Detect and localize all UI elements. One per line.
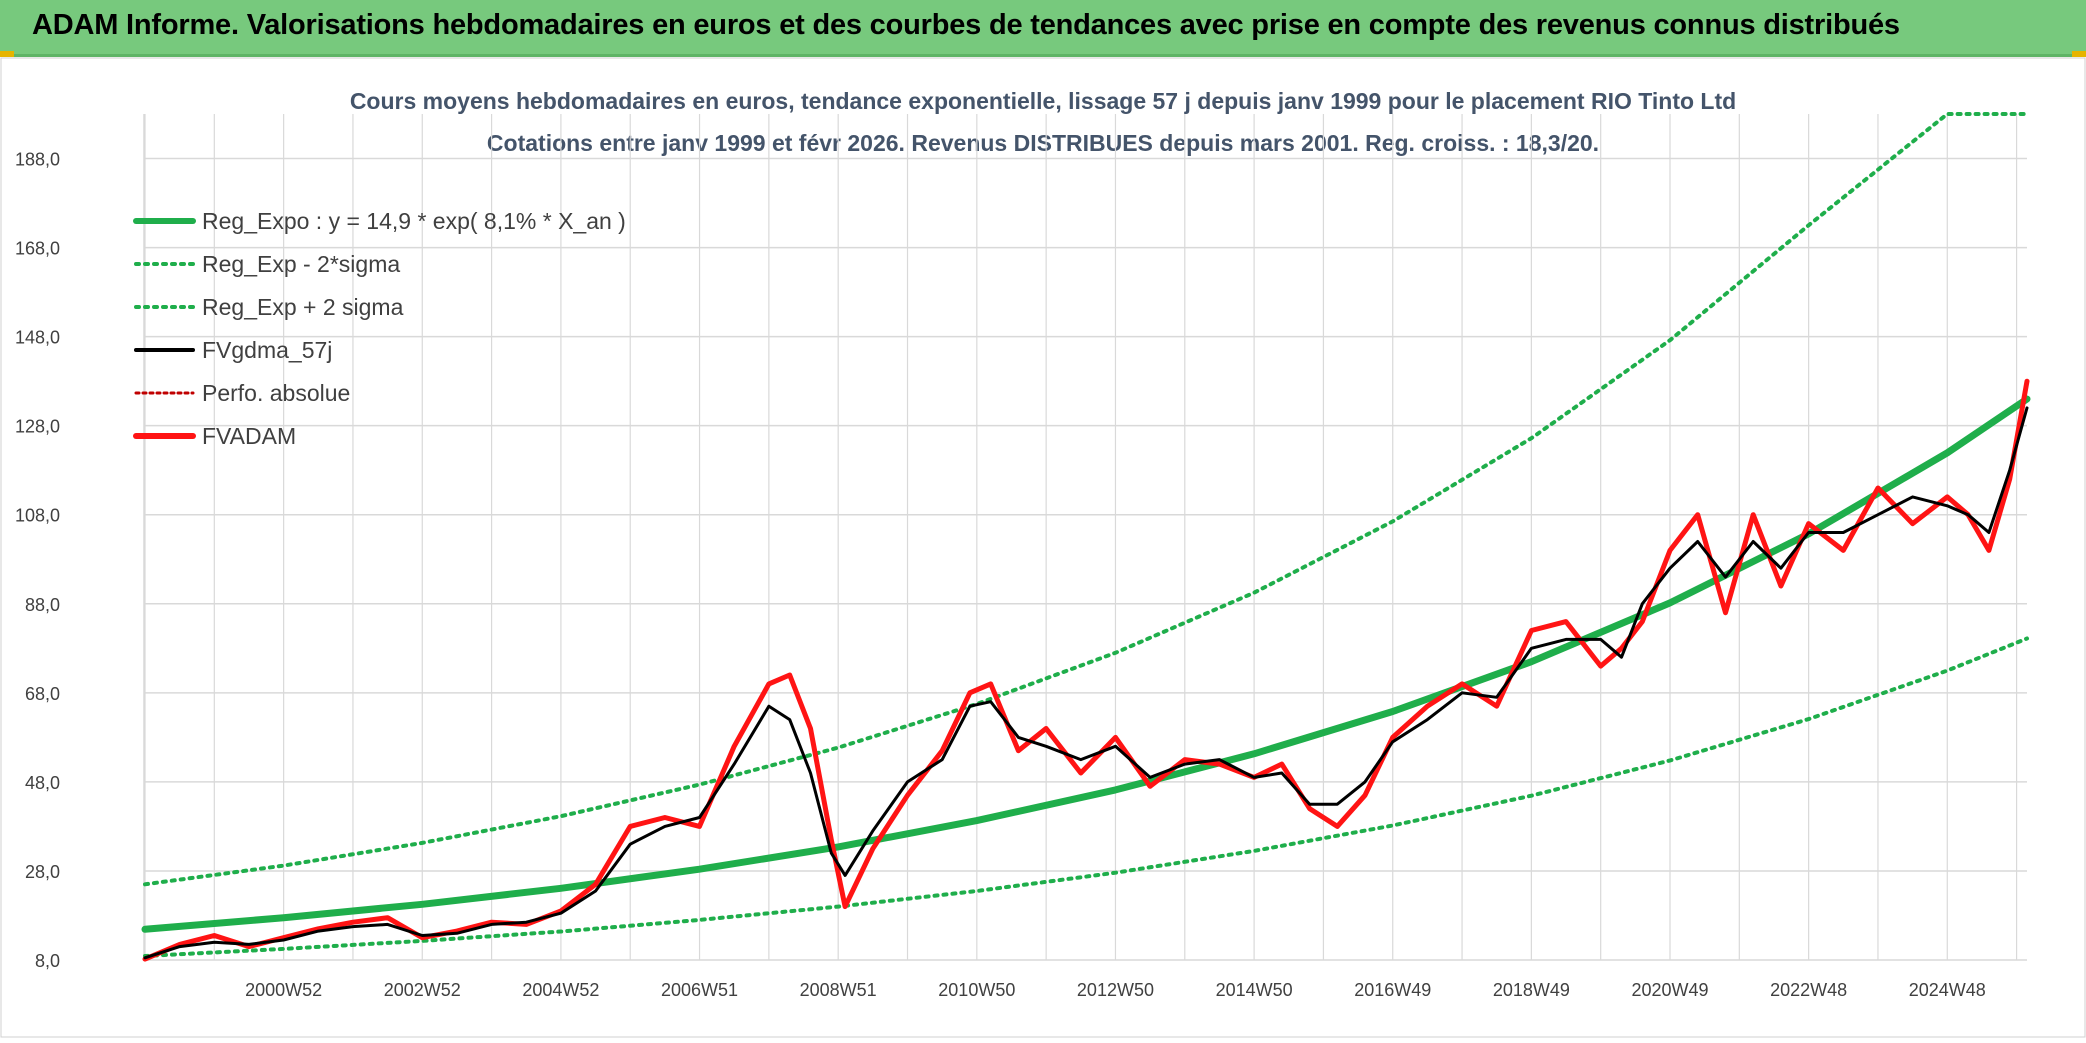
x-tick-label: 2018W49 bbox=[1493, 980, 1570, 1000]
x-axis: 2000W52 2002W52 2004W52 2006W51 2008W51 2010W… bbox=[245, 980, 1986, 1000]
x-tick-label: 2022W48 bbox=[1770, 980, 1847, 1000]
report-title: ADAM Informe. Valorisations hebdomadaire… bbox=[32, 9, 1900, 41]
series-reg-exp-plus-2sigma-line bbox=[143, 112, 2029, 887]
y-tick-label: 128,0 bbox=[15, 417, 60, 437]
legend-label: Reg_Exp - 2*sigma bbox=[202, 251, 400, 277]
y-tick-label: 8,0 bbox=[35, 951, 60, 971]
y-tick-label: 68,0 bbox=[25, 684, 60, 704]
chart-border bbox=[0, 57, 2086, 1038]
x-tick-label: 2002W52 bbox=[384, 980, 461, 1000]
chart-title: Cours moyens hebdomadaires en euros, ten… bbox=[350, 88, 1736, 114]
legend-label: Reg_Exp + 2 sigma bbox=[202, 294, 404, 320]
y-tick-label: 108,0 bbox=[15, 506, 60, 526]
corner-marker-right bbox=[2072, 51, 2086, 57]
y-tick-label: 48,0 bbox=[25, 773, 60, 793]
y-axis: 8,0 28,0 48,0 68,0 88,0 108,0 128,0 148,0 168,0 1… bbox=[15, 150, 60, 971]
chart-legend: Reg_Expo : y = 14,9 * exp( 8,1% * X_an )… bbox=[133, 208, 626, 449]
chart-svg: Cours moyens hebdomadaires en euros, ten… bbox=[0, 57, 2086, 1038]
x-tick-label: 2010W50 bbox=[938, 980, 1015, 1000]
x-tick-label: 2014W50 bbox=[1216, 980, 1293, 1000]
y-tick-label: 28,0 bbox=[25, 862, 60, 882]
x-tick-label: 2012W50 bbox=[1077, 980, 1154, 1000]
y-tick-label: 168,0 bbox=[15, 239, 60, 259]
x-tick-label: 2024W48 bbox=[1909, 980, 1986, 1000]
corner-marker-left bbox=[0, 51, 14, 57]
legend-label: FVgdma_57j bbox=[202, 337, 332, 363]
x-tick-label: 2016W49 bbox=[1354, 980, 1431, 1000]
x-tick-label: 2008W51 bbox=[800, 980, 877, 1000]
legend-label: Perfo. absolue bbox=[202, 380, 350, 406]
report-banner: ADAM Informe. Valorisations hebdomadaire… bbox=[0, 0, 2086, 57]
y-tick-label: 88,0 bbox=[25, 595, 60, 615]
y-tick-label: 188,0 bbox=[15, 150, 60, 170]
x-tick-label: 2020W49 bbox=[1631, 980, 1708, 1000]
chart-area: Cours moyens hebdomadaires en euros, ten… bbox=[0, 57, 2086, 1038]
x-tick-label: 2006W51 bbox=[661, 980, 738, 1000]
chart-grid bbox=[143, 114, 2027, 961]
x-tick-label: 2004W52 bbox=[522, 980, 599, 1000]
series-fvgdma-57j-line bbox=[143, 406, 2029, 960]
y-tick-label: 148,0 bbox=[15, 328, 60, 348]
series-reg-exp-minus-2sigma-line bbox=[143, 636, 2029, 958]
x-tick-label: 2000W52 bbox=[245, 980, 322, 1000]
legend-label: FVADAM bbox=[202, 423, 296, 449]
chart-subtitle: Cotations entre janv 1999 et févr 2026. … bbox=[487, 130, 1599, 156]
chart-series bbox=[141, 112, 2031, 962]
legend-label: Reg_Expo : y = 14,9 * exp( 8,1% * X_an ) bbox=[202, 208, 626, 234]
series-reg-expo-line bbox=[141, 395, 2031, 933]
